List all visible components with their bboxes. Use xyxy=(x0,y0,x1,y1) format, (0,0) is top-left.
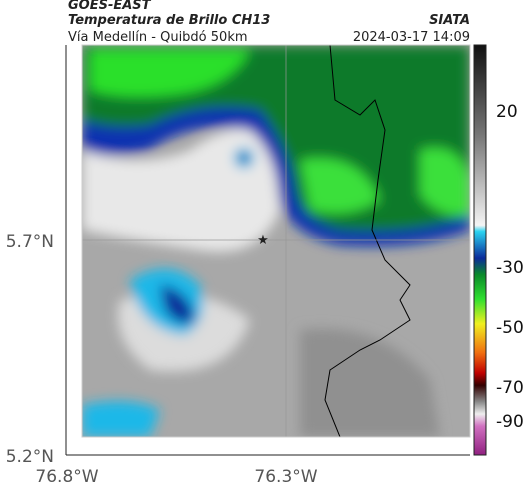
subtitle: Vía Medellín - Quibdó 50km xyxy=(68,30,248,45)
lon-label: 76.3°W xyxy=(254,467,317,487)
lat-label: 5.2°N xyxy=(6,447,54,467)
satellite-image: ★ xyxy=(82,45,470,437)
lon-label: 76.8°W xyxy=(35,467,98,487)
lat-label: 5.7°N xyxy=(6,232,54,252)
colorbar-tick-label: -30 xyxy=(496,258,524,278)
map-frame xyxy=(81,44,471,438)
colorbar-tick-label: 20 xyxy=(496,102,518,122)
timestamp: 2024-03-17 14:09 xyxy=(353,30,470,45)
colorbar-tick-label: -90 xyxy=(496,412,524,432)
colorbar-tick-label: -50 xyxy=(496,318,524,338)
title: Temperatura de Brillo CH13 xyxy=(68,13,270,28)
colorbar xyxy=(473,44,487,456)
location-star: ★ xyxy=(257,233,269,248)
credit: SIATA xyxy=(429,13,470,28)
source: GOES-EAST xyxy=(68,0,152,13)
colorbar-tick-label: -70 xyxy=(496,378,524,398)
